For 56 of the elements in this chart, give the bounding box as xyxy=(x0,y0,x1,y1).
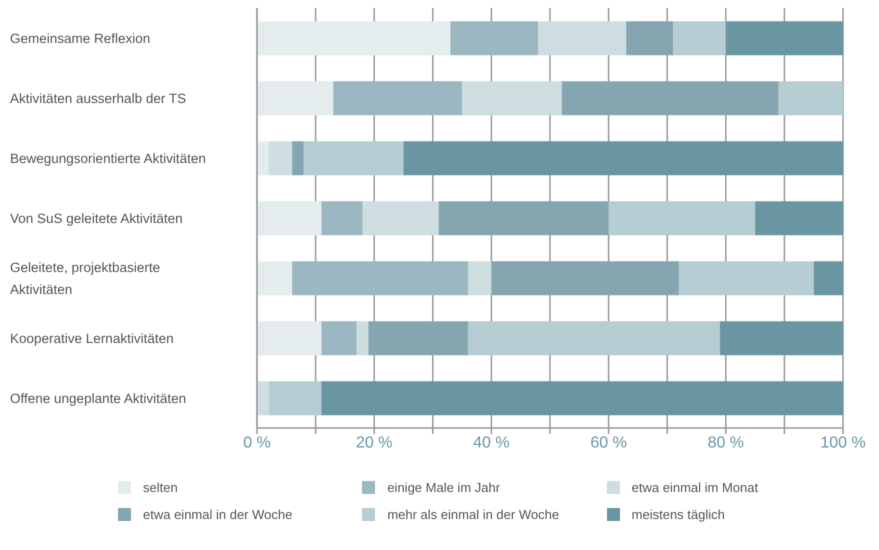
bar xyxy=(404,141,843,176)
bar xyxy=(257,81,334,116)
legend-label: etwa einmal im Monat xyxy=(632,480,758,495)
legend-label: einige Male im Jahr xyxy=(387,480,500,495)
legend-label: selten xyxy=(143,480,178,495)
bar xyxy=(292,141,304,176)
bar xyxy=(321,321,357,356)
y-tick-label: Kooperative Lernaktivitäten xyxy=(10,331,174,346)
bar xyxy=(626,21,674,56)
bar xyxy=(491,261,679,296)
bar xyxy=(356,321,368,356)
bar xyxy=(468,261,492,296)
legend-label: meistens täglich xyxy=(632,507,725,522)
x-tick-label: 20 % xyxy=(356,434,392,452)
bar xyxy=(450,21,538,56)
y-tick-label: Aktivitäten ausserhalb der TS xyxy=(10,91,186,106)
x-tick-label: 100 % xyxy=(820,434,866,452)
x-tick-label: 80 % xyxy=(708,434,744,452)
y-tick-label: Offene ungeplante Aktivitäten xyxy=(10,391,186,406)
y-tick-label: Geleitete, projektbasierte Aktivitäten xyxy=(10,260,160,297)
bar xyxy=(257,141,269,176)
bar xyxy=(720,321,843,356)
bar xyxy=(368,321,468,356)
bar xyxy=(268,141,292,176)
legend-label: mehr als einmal in der Woche xyxy=(387,507,560,522)
bar xyxy=(333,81,462,116)
bar xyxy=(321,201,362,236)
bar xyxy=(292,261,468,296)
bar xyxy=(438,201,609,236)
bar xyxy=(814,261,843,296)
bar xyxy=(608,201,756,236)
bar xyxy=(755,201,843,236)
bar xyxy=(562,81,779,116)
bar xyxy=(362,201,439,236)
bar xyxy=(304,141,404,176)
bar xyxy=(538,21,626,56)
legend-label: etwa einmal in der Woche xyxy=(143,507,292,522)
bar xyxy=(257,381,269,416)
bar xyxy=(778,81,843,116)
bar xyxy=(678,261,814,296)
bar xyxy=(321,381,843,416)
bar xyxy=(257,201,322,236)
bar xyxy=(268,381,322,416)
y-tick-label: Von SuS geleitete Aktivitäten xyxy=(10,211,183,226)
x-tick-label: 40 % xyxy=(473,434,510,452)
bar xyxy=(257,261,292,296)
bar xyxy=(468,321,720,356)
bar xyxy=(257,321,322,356)
bar xyxy=(673,21,726,56)
bar xyxy=(257,21,450,56)
bar xyxy=(462,81,562,116)
x-tick-label: 60 % xyxy=(590,434,627,452)
y-tick-label: Bewegungsorientierte Aktivitäten xyxy=(10,151,206,166)
bar xyxy=(726,21,843,56)
x-tick-label: 0 % xyxy=(243,434,271,452)
y-tick-label: Gemeinsame Reflexion xyxy=(10,31,150,46)
